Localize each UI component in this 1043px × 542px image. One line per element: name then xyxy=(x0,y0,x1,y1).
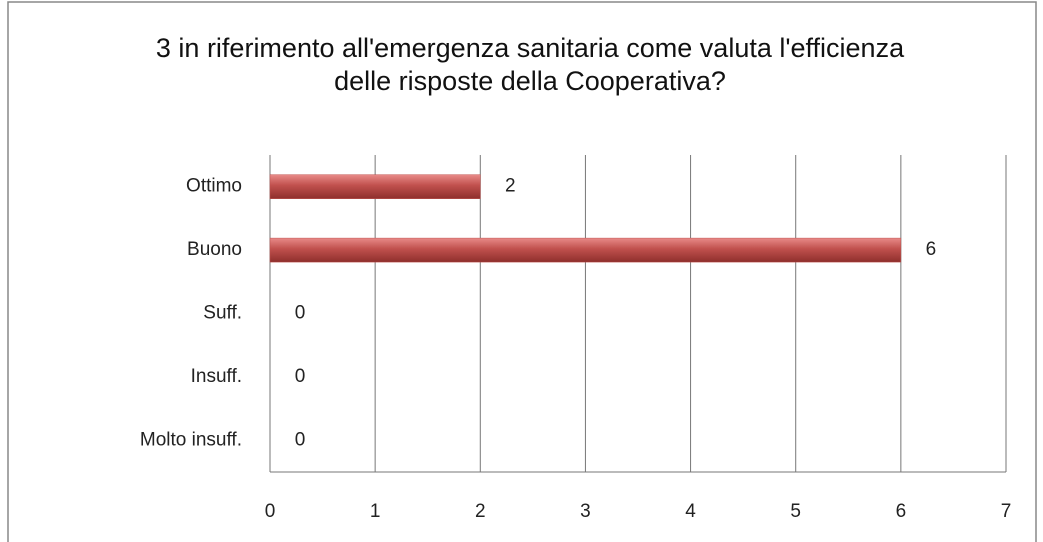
y-tick-label: Ottimo xyxy=(186,176,242,197)
data-label: 0 xyxy=(295,366,306,387)
data-label: 0 xyxy=(295,429,306,450)
x-tick-label: 7 xyxy=(1001,501,1012,522)
chart-title: 3 in riferimento all'emergenza sanitaria… xyxy=(155,33,905,96)
x-tick-label: 1 xyxy=(370,501,381,522)
x-tick-label: 6 xyxy=(896,501,907,522)
data-label: 2 xyxy=(505,176,516,197)
chart-frame xyxy=(7,1,1037,542)
y-tick-label: Buono xyxy=(187,239,242,260)
x-tick-label: 2 xyxy=(475,501,486,522)
x-tick-label: 3 xyxy=(580,501,591,522)
y-tick-label: Insuff. xyxy=(191,366,242,387)
y-tick-label: Suff. xyxy=(203,303,242,324)
x-tick-label: 5 xyxy=(790,501,801,522)
x-tick-label: 0 xyxy=(265,501,276,522)
y-tick-label: Molto insuff. xyxy=(140,429,242,450)
x-tick-label: 4 xyxy=(685,501,696,522)
data-label: 0 xyxy=(295,303,306,324)
bar xyxy=(269,237,902,263)
data-label: 6 xyxy=(926,239,937,260)
bar xyxy=(269,174,481,199)
